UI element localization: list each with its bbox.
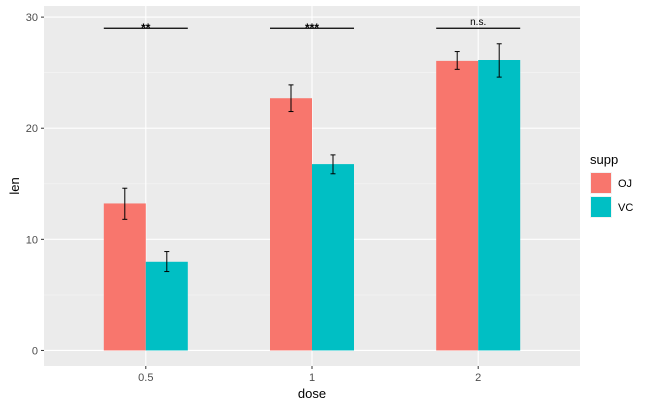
x-tick-label: 2 bbox=[475, 372, 481, 384]
x-tick-label: 1 bbox=[309, 372, 315, 384]
legend-label-oj: OJ bbox=[618, 178, 632, 190]
bar-oj-0.5 bbox=[103, 203, 146, 351]
y-tick-label: 0 bbox=[32, 345, 38, 357]
bar-vc-0.5 bbox=[145, 261, 188, 351]
x-axis-title: dose bbox=[298, 386, 326, 401]
significance-layer: ** *** n.s. bbox=[103, 17, 521, 35]
legend-swatch-oj bbox=[591, 173, 611, 193]
bar-vc-2 bbox=[478, 60, 521, 351]
significance-label: n.s. bbox=[470, 17, 486, 28]
y-axis-ticks: 0 10 20 30 bbox=[26, 12, 44, 357]
legend-swatch-vc bbox=[591, 197, 611, 217]
legend: supp OJ VC bbox=[590, 152, 633, 218]
bar-oj-1 bbox=[270, 98, 312, 351]
legend-label-vc: VC bbox=[618, 202, 633, 214]
legend-title: supp bbox=[590, 152, 618, 167]
y-tick-label: 10 bbox=[26, 234, 38, 246]
y-tick-label: 20 bbox=[26, 123, 38, 135]
bar-vc-1 bbox=[312, 164, 354, 351]
x-tick-label: 0.5 bbox=[138, 372, 153, 384]
bar-oj-2 bbox=[436, 60, 479, 351]
legend-items: OJ VC bbox=[590, 172, 633, 218]
y-tick-label: 30 bbox=[26, 12, 38, 24]
significance-label: *** bbox=[305, 21, 319, 35]
x-axis-ticks: 0.5 1 2 bbox=[138, 366, 481, 384]
errorbars-layer bbox=[122, 43, 502, 273]
significance-label: ** bbox=[141, 21, 151, 35]
bars-layer bbox=[103, 60, 521, 351]
y-axis-title: len bbox=[7, 177, 22, 194]
